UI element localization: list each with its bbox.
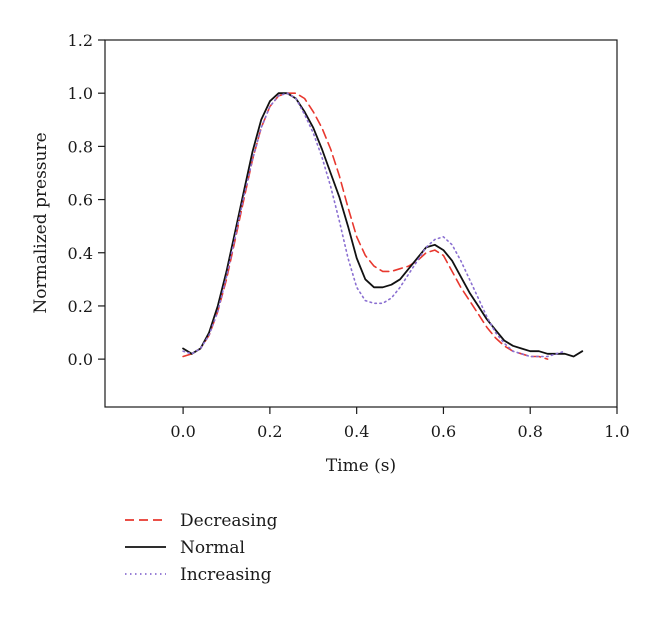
y-tick-label: 0.0: [68, 350, 93, 369]
plot-frame: [104, 39, 618, 408]
x-tick-label: 0.0: [170, 422, 195, 441]
y-axis-label: Normalized pressure: [31, 132, 51, 313]
legend-label-normal: Normal: [180, 538, 245, 558]
series-line-decreasing: [182, 92, 549, 360]
legend-label-increasing: Increasing: [180, 565, 272, 585]
series-line-increasing: [182, 92, 566, 358]
x-tick-label: 1.0: [604, 422, 629, 441]
series-line-normal: [182, 92, 584, 358]
y-tick-label: 0.6: [68, 191, 93, 210]
x-tick-label: 0.2: [257, 422, 282, 441]
y-tick-label: 1.0: [68, 84, 93, 103]
legend-label-decreasing: Decreasing: [180, 511, 278, 531]
y-tick-label: 0.8: [68, 137, 93, 156]
series-layer: [182, 92, 584, 360]
x-tick-label: 0.8: [517, 422, 542, 441]
y-tick-label: 0.2: [68, 297, 93, 316]
x-tick-label: 0.4: [344, 422, 369, 441]
x-tick-label: 0.6: [431, 422, 456, 441]
x-axis-label: Time (s): [326, 456, 396, 476]
x-axis-ticks: 0.0 0.2 0.4 0.6 0.8 1.0: [170, 407, 630, 441]
legend: Decreasing Normal Increasing: [125, 511, 278, 585]
y-tick-label: 0.4: [68, 244, 93, 263]
y-axis-ticks: 0.0 0.2 0.4 0.6 0.8 1.0 1.2: [68, 31, 105, 369]
y-tick-label: 1.2: [68, 31, 93, 50]
